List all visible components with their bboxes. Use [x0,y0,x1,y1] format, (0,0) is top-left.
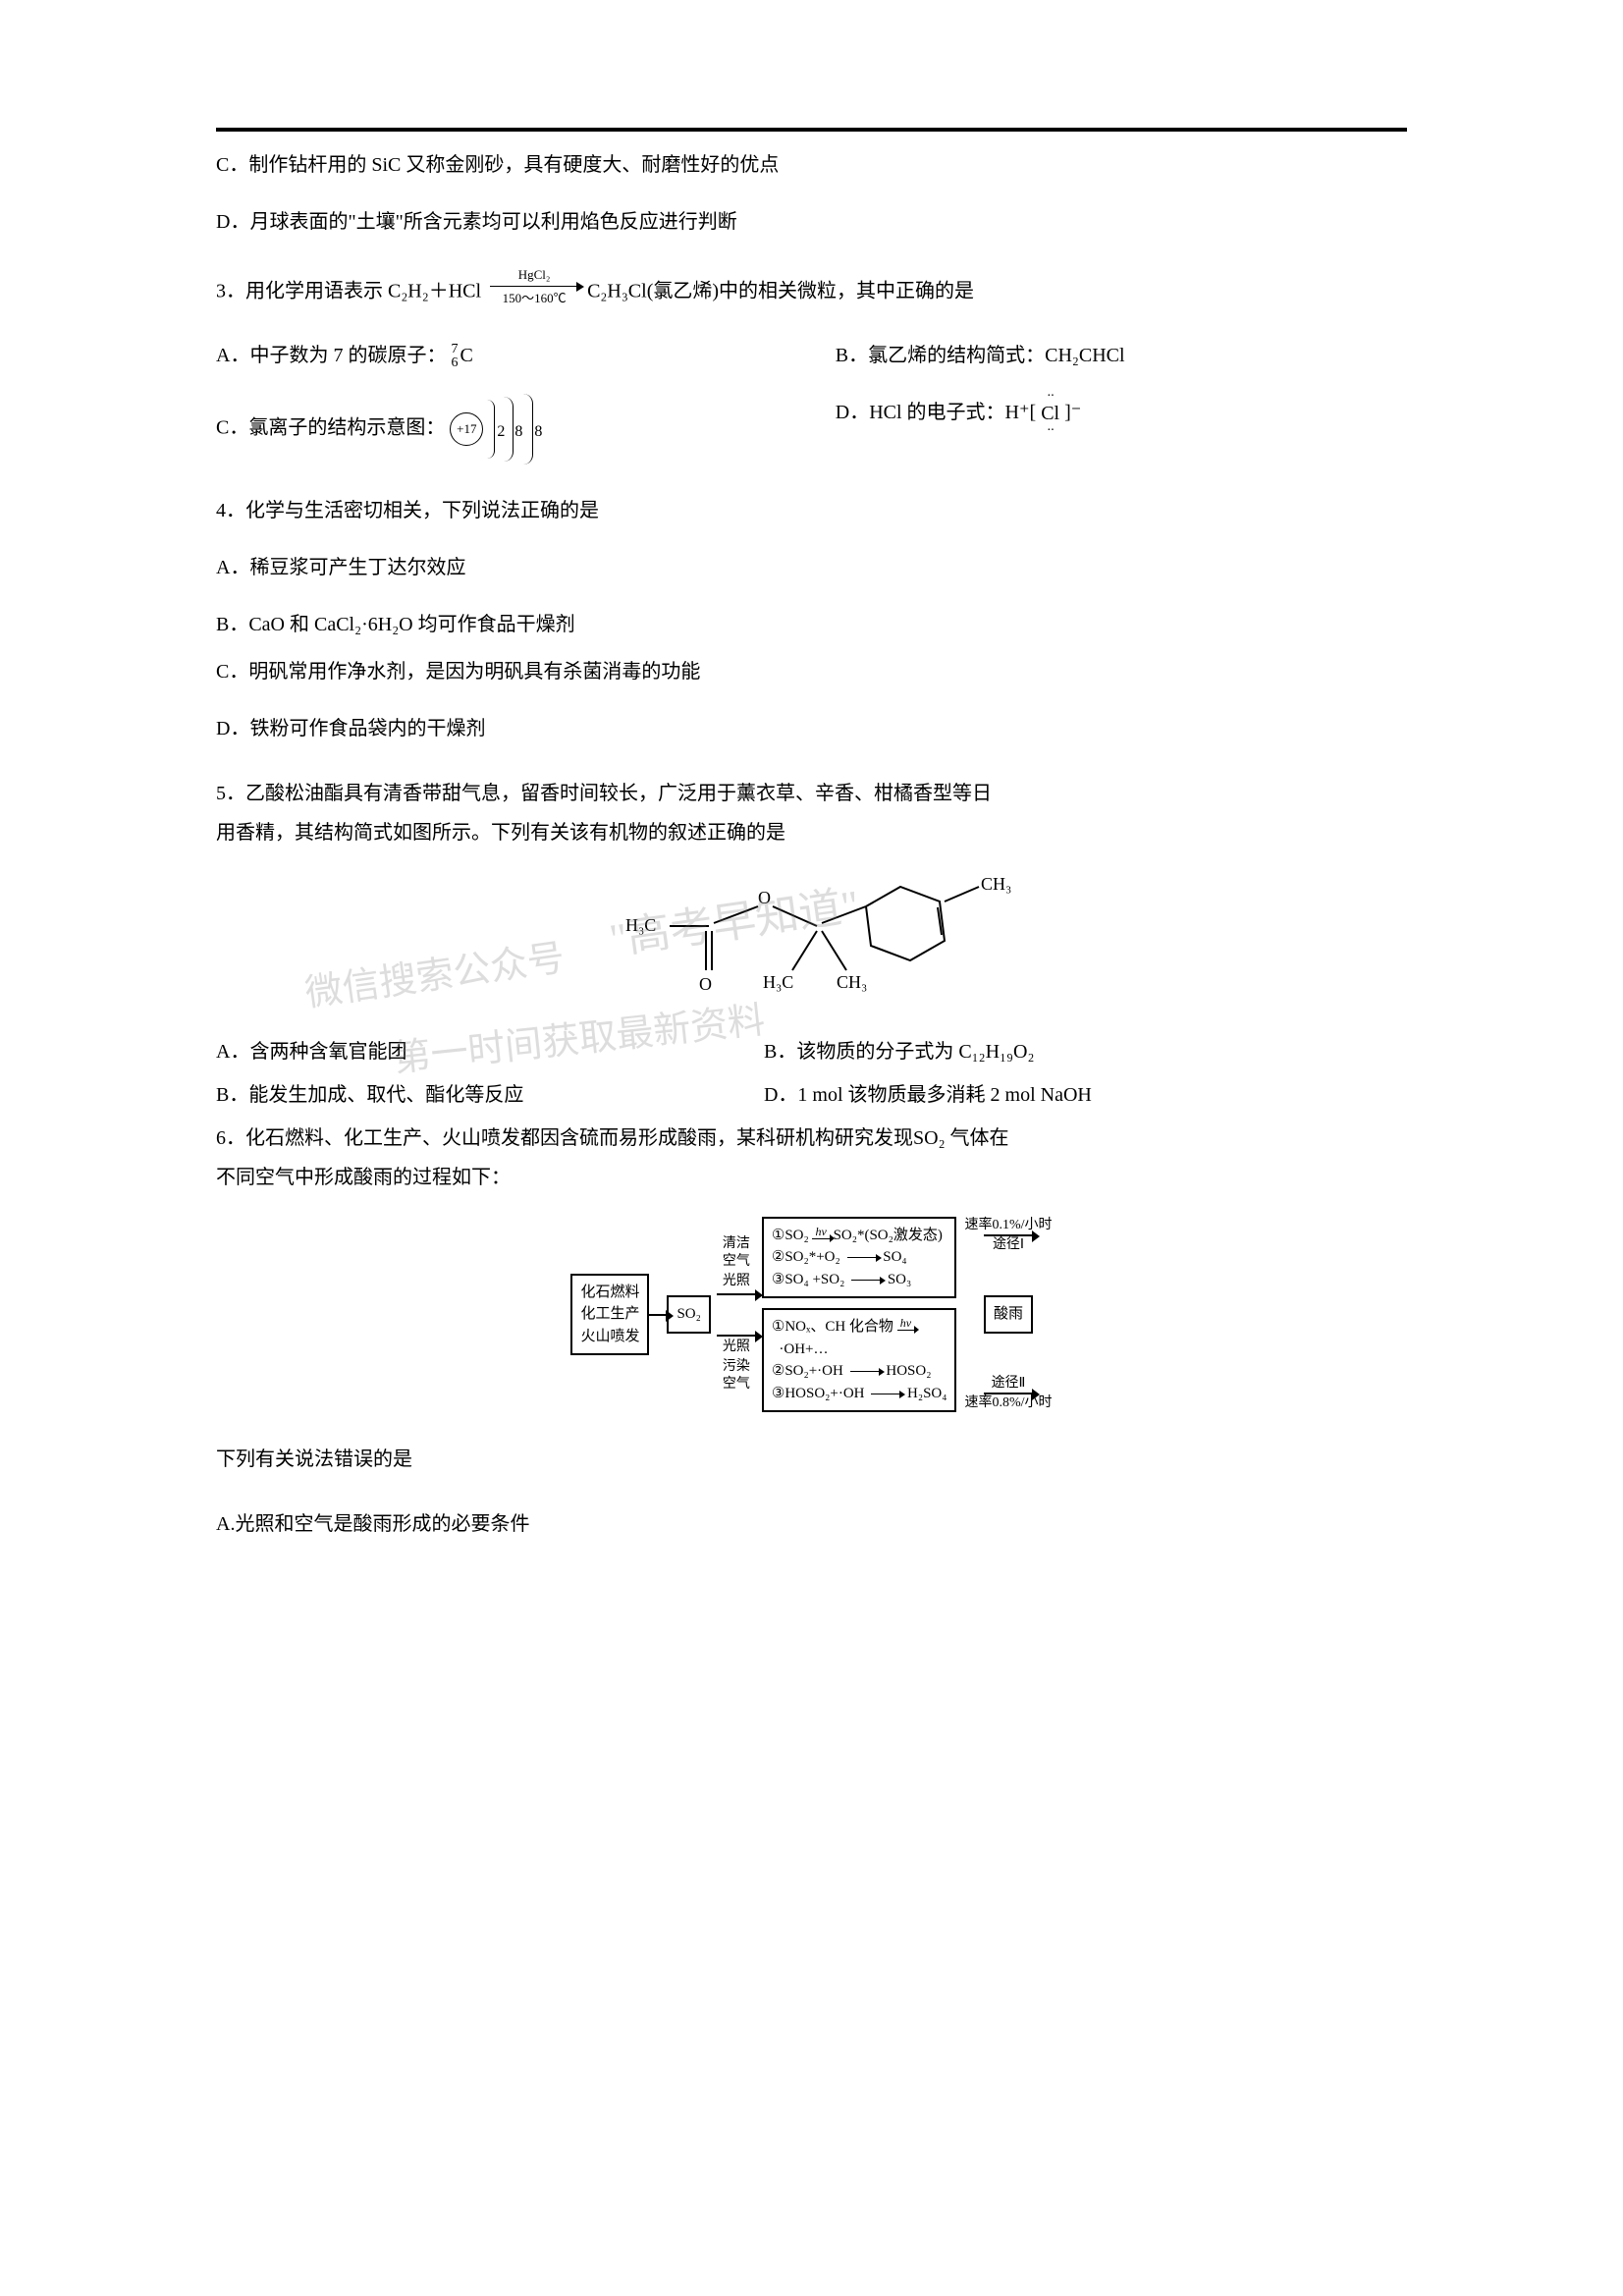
q5-stem-l2: 用香精，其结构简式如图所示。下列有关该有机物的叙述正确的是 [216,815,1407,850]
svg-text:O: O [699,974,712,994]
shell-arc-2 [504,397,514,462]
nucleus-label: +17 [450,412,483,446]
shell-count-3: 8 [534,418,542,447]
q4-option-d: D．铁粉可作食品袋内的干燥剂 [216,711,1407,746]
q5-option-b2: B．能发生加成、取代、酯化等反应 [216,1077,523,1113]
arrow-icon [649,1314,667,1316]
carbon-prescript: 7 6 [451,343,458,370]
q4-stem: 4．化学与生活密切相关，下列说法正确的是 [216,493,1407,528]
path2-line3: ③HOSO₂+·OH H₂SO₄ [772,1383,947,1405]
arrow-icon [851,1280,881,1281]
cl-electron-box: ··Cl·· [1041,396,1059,431]
acid-rain-flowchart: 化石燃料 化工生产 火山喷发 SO₂ 清洁 空气 光照 光照 污染 空气 ①S [459,1217,1165,1413]
q2-option-c: C．制作钻杆用的 SiC 又称金刚砂，具有硬度大、耐磨性好的优点 [216,147,1407,183]
path1-line1: ①SO₂ hv SO₂*(SO₂激发态) [772,1225,947,1247]
path2-box: ①NOₓ、CH 化合物 hv ·OH+… ②SO₂+·OH HOSO₂ ③HOS… [762,1308,957,1412]
arrow-icon [850,1371,880,1372]
path2-line1: ①NOₓ、CH 化合物 hv [772,1316,947,1339]
q5-options-row2: B．能发生加成、取代、酯化等反应 D．1 mol 该物质最多消耗 2 mol N… [216,1077,1407,1113]
q5-options-row1: A．含两种含氧官能团 B．该物质的分子式为 C₁₂H₁₉O₂ [216,1034,1407,1069]
q6-tail: 下列有关说法错误的是 [216,1442,1407,1477]
q6-option-a: A.光照和空气是酸雨形成的必要条件 [216,1506,1407,1542]
path2-name: 途径Ⅱ [992,1375,1026,1393]
result-box: 酸雨 [984,1295,1033,1334]
q5-option-a: A．含两种含氧官能团 [216,1034,406,1069]
shell-arc-1 [487,400,495,459]
source-line1: 化石燃料 [580,1282,639,1304]
electron-dots-top: ·· [1041,384,1059,409]
q3-a-prefix: A．中子数为 7 的碳原子： [216,345,446,366]
arrow-icon [717,1293,756,1295]
svg-text:H₃C: H₃C [763,972,793,992]
path1-line2: ②SO₂*+O₂ SO₄ [772,1246,947,1269]
light-label-bot: 光照 [723,1339,750,1356]
q5-stem-l1: 5．乙酸松油酯具有清香带甜气息，留香时间较长，广泛用于薰衣草、辛香、柑橘香型等日 [216,776,1407,811]
reaction-temperature: 150～160℃ [490,287,578,309]
arrow-icon [847,1257,877,1258]
arrow-icon [490,286,578,287]
svg-text:O: O [758,888,771,907]
q6-stem-l2: 不同空气中形成酸雨的过程如下： [216,1160,1407,1195]
q3-stem-prefix: 3．用化学用语表示 C₂H₂＋HCl [216,280,481,301]
watermark-line2: 微信搜索公众号 [301,925,569,1028]
svg-text:CH₃: CH₃ [837,972,867,992]
electron-dots-bot: ·· [1041,418,1059,443]
path1-line3: ③SO₄ +SO₂ SO₃ [772,1269,947,1291]
terpinyl-acetate-structure: H₃C O O H₃C CH₃ CH₃ [606,872,1018,1019]
q4-option-a: A．稀豆浆可产生丁达尔效应 [216,550,1407,585]
q3-options-row1: A．中子数为 7 的碳原子： 7 6 C B．氯乙烯的结构简式：CH₂CHCl [216,338,1407,373]
chlorine-ion-diagram: +17 2 8 8 [450,395,558,464]
arrow-icon [984,1393,1033,1394]
source-line2: 化工生产 [580,1303,639,1326]
polluted-air-label: 污染 空气 [723,1358,750,1394]
q3-stem-suffix: C₂H₃Cl(氯乙烯)中的相关微粒，其中正确的是 [587,280,974,301]
q3-c-prefix: C．氯离子的结构示意图： [216,416,445,438]
q3-d-suffix: ]⁻ [1059,402,1081,423]
clean-air-label: 清洁 空气 [723,1235,750,1271]
path1-name: 途径Ⅰ [993,1236,1024,1254]
arrow-icon [717,1335,756,1337]
source-box: 化石燃料 化工生产 火山喷发 [570,1274,649,1356]
q3-option-d: D．HCl 的电子式：H⁺[ ··Cl·· ]⁻ [836,395,1407,464]
arrow-icon [984,1234,1033,1236]
q6-stem-l1: 6．化石燃料、化工生产、火山喷发都因含硫而易形成酸雨，某科研机构研究发现SO₂ … [216,1121,1407,1156]
shell-count-2: 8 [514,418,522,447]
carbon-symbol: C [460,345,472,366]
hv-arrow-icon: hv [812,1225,829,1239]
q3-stem: 3．用化学用语表示 C₂H₂＋HCl HgCl₂ 150～160℃ C₂H₃Cl… [216,269,1407,316]
q4-option-b: B．CaO 和 CaCl₂·6H₂O 均可作食品干燥剂 [216,607,1407,642]
path1-box: ①SO₂ hv SO₂*(SO₂激发态) ②SO₂*+O₂ SO₄ ③SO₄ +… [762,1217,957,1299]
reaction-arrow: HgCl₂ 150～160℃ [490,263,578,310]
q3-options-row2: C．氯离子的结构示意图： +17 2 8 8 D．HCl 的电子式：H⁺[ ··… [216,395,1407,464]
q4-option-c: C．明矾常用作净水剂，是因为明矾具有杀菌消毒的功能 [216,654,1407,689]
path2-line2: ②SO₂+·OH HOSO₂ [772,1360,947,1383]
path2-line1b: ·OH+… [772,1339,947,1361]
atomic-number: 6 [451,356,458,370]
q3-option-a: A．中子数为 7 的碳原子： 7 6 C [216,338,473,373]
reaction-catalyst: HgCl₂ [490,263,578,286]
q3-option-c: C．氯离子的结构示意图： +17 2 8 8 [216,395,558,464]
svg-text:H₃C: H₃C [625,915,656,935]
light-label-top: 光照 [723,1273,750,1290]
mass-number: 7 [451,343,458,356]
q3-option-b: B．氯乙烯的结构简式：CH₂CHCl [836,338,1407,373]
q2-option-d: D．月球表面的"土壤"所含元素均可以利用焰色反应进行判断 [216,204,1407,240]
svg-text:CH₃: CH₃ [981,874,1011,894]
shell-count-1: 2 [497,418,505,447]
q5-option-b1: B．该物质的分子式为 C₁₂H₁₉O₂ [764,1034,1407,1069]
q5-option-d: D．1 mol 该物质最多消耗 2 mol NaOH [764,1077,1407,1113]
q3-d-prefix: D．HCl 的电子式：H⁺[ [836,402,1041,423]
source-line3: 火山喷发 [580,1326,639,1348]
hv-arrow-icon: hv [897,1316,914,1331]
shell-arc-3 [523,394,533,465]
top-rule [216,128,1407,132]
